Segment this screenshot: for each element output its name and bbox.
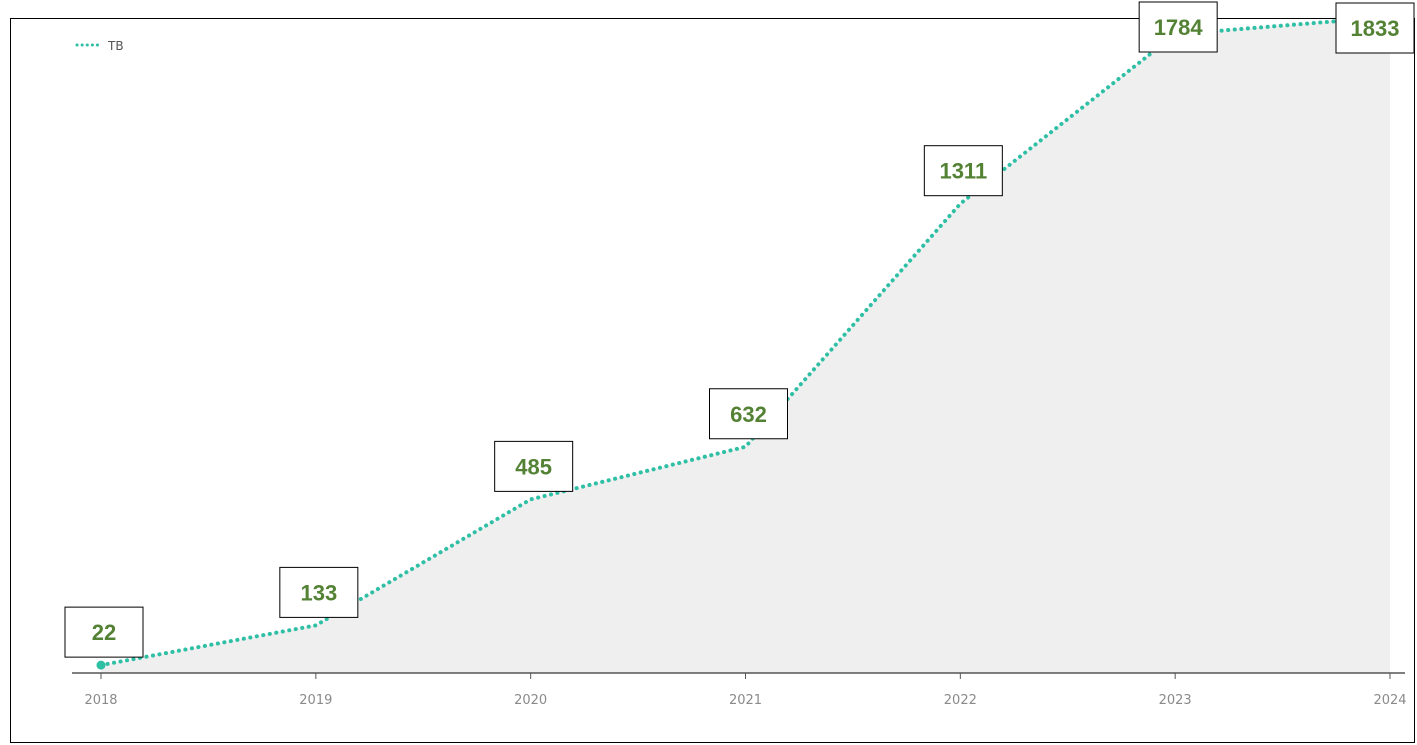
- data-label: 485: [515, 454, 552, 479]
- x-tick-label: 2020: [514, 693, 547, 708]
- x-tick-label: 2018: [84, 693, 117, 708]
- data-label: 632: [730, 402, 767, 427]
- data-label-layer: 22 133 485 632 1311 1784 1833: [64, 1, 1415, 658]
- data-label-box: [923, 145, 1003, 197]
- x-tick-label: 2019: [299, 693, 332, 708]
- data-label-box: [709, 388, 788, 440]
- x-tick-label: 2023: [1159, 693, 1192, 708]
- data-label-box: [1138, 1, 1218, 53]
- x-tick-label: 2024: [1373, 693, 1406, 708]
- data-label: 1833: [1351, 16, 1400, 41]
- data-label-box: [64, 606, 144, 658]
- area-layer: [101, 16, 1390, 673]
- data-label: 1784: [1154, 15, 1204, 40]
- data-label: 1311: [939, 159, 987, 184]
- data-label-box: [279, 566, 359, 618]
- data-label-box: [1335, 2, 1415, 54]
- legend: TB: [75, 39, 124, 53]
- x-axis: 2018 2019 2020 2021 2022 2023 2024: [72, 672, 1407, 708]
- data-point-tb: [96, 660, 106, 670]
- data-label: 133: [300, 580, 337, 605]
- data-label-box: [494, 440, 574, 492]
- x-tick-label: 2022: [944, 693, 977, 708]
- chart-frame: [10, 18, 1415, 743]
- x-tick-label: 2021: [729, 693, 762, 708]
- area-fill-tb: [101, 16, 1390, 673]
- legend-label-tb: TB: [107, 39, 124, 53]
- data-label: 22: [92, 620, 116, 645]
